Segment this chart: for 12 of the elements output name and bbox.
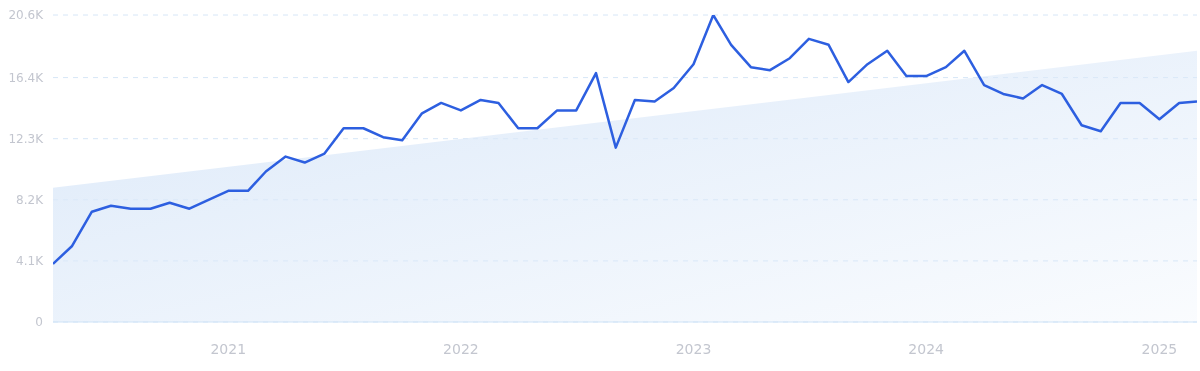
y-tick-label: 8.2K (16, 193, 45, 208)
y-tick-label: 16.4K (8, 70, 45, 85)
y-tick-label: 0 (35, 315, 43, 330)
x-tick-label: 2022 (443, 340, 479, 357)
x-tick-label: 2023 (675, 340, 712, 357)
y-tick-label: 20.6K (8, 8, 45, 23)
x-tick-label: 2025 (1141, 340, 1178, 357)
line-series (53, 15, 1197, 266)
x-tick-label: 2021 (210, 340, 247, 357)
y-tick-label: 12.3K (8, 131, 45, 146)
y-tick-label: 4.1K (16, 254, 45, 269)
x-tick-label: 2024 (908, 340, 945, 357)
